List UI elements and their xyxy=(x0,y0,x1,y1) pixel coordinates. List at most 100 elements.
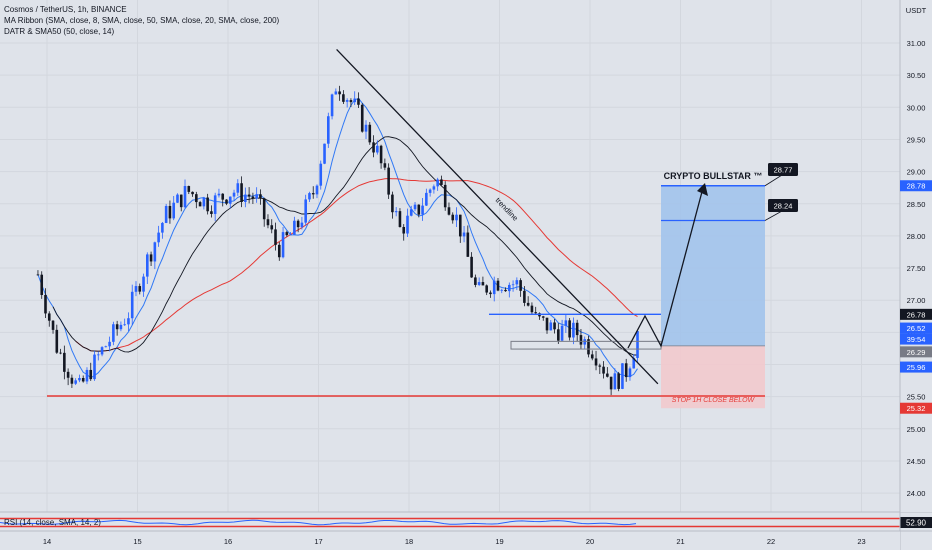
candle-down xyxy=(66,371,70,378)
candle-up xyxy=(172,202,175,219)
candle-down xyxy=(481,282,485,286)
candle-up xyxy=(127,318,130,325)
stop-label: STOP 1H CLOSE BELOW xyxy=(672,397,756,404)
candle-up xyxy=(281,232,285,258)
price-axis-bg xyxy=(900,0,932,512)
candle-up xyxy=(462,232,466,237)
candle-down xyxy=(417,204,421,215)
candle-down xyxy=(368,124,372,143)
candle-up xyxy=(394,211,398,213)
callout-connector xyxy=(764,210,783,221)
candle-down xyxy=(379,145,383,164)
candle-down xyxy=(191,191,194,195)
price-tick-label: 24.50 xyxy=(907,457,926,466)
candle-down xyxy=(458,214,462,237)
candle-up xyxy=(436,179,439,187)
candle-down xyxy=(530,305,534,313)
price-tick-label: 25.50 xyxy=(907,393,926,402)
candle-up xyxy=(564,320,568,326)
candle-down xyxy=(534,312,537,314)
candle-up xyxy=(477,282,481,285)
candle-up xyxy=(244,194,247,203)
candle-down xyxy=(240,183,243,203)
candle-down xyxy=(221,193,225,200)
candle-down xyxy=(504,289,507,292)
candle-up xyxy=(119,324,123,330)
candle-down xyxy=(590,354,594,359)
candle-up xyxy=(78,378,81,381)
candle-down xyxy=(51,320,55,330)
candle-down xyxy=(606,373,609,377)
price-tick-label: 24.00 xyxy=(907,489,926,498)
rsi-line xyxy=(0,519,637,526)
symbol-title[interactable]: Cosmos / TetherUS, 1h, BINANCE xyxy=(4,5,127,14)
time-tick-label: 19 xyxy=(495,537,503,546)
stop-zone xyxy=(661,345,765,409)
candle-up xyxy=(304,199,307,223)
candle-up xyxy=(632,357,636,369)
price-axis[interactable]: USDT 31.00 30.50 30.00 29.50 29.00 28.50 28.00… xyxy=(899,0,932,550)
candle-down xyxy=(541,316,545,318)
time-tick-label: 20 xyxy=(586,537,594,546)
rsi-label: RSI (14, close, SMA, 14, 2) xyxy=(4,518,101,527)
candle-up xyxy=(108,341,111,347)
trendline[interactable] xyxy=(336,48,659,385)
candle-down xyxy=(342,94,345,102)
price-tick-label: 27.50 xyxy=(907,264,926,273)
price-tick-label: 30.50 xyxy=(907,71,926,80)
price-tick-label: 28.00 xyxy=(907,232,926,241)
candle-up xyxy=(364,124,368,132)
badge-last-price-bg xyxy=(900,322,932,334)
candle-down xyxy=(247,194,251,197)
candle-down xyxy=(274,229,277,245)
candle-up xyxy=(425,192,428,206)
candle-up xyxy=(500,289,504,291)
candle-up xyxy=(93,354,96,380)
candle-up xyxy=(232,192,236,197)
candle-up xyxy=(308,193,311,200)
candle-up xyxy=(161,222,164,233)
candle-down xyxy=(609,376,613,390)
projection-path xyxy=(627,187,704,349)
badge-last-price: 26.52 xyxy=(907,324,926,333)
candle-down xyxy=(387,167,390,195)
badge-price-level: 26.78 xyxy=(907,310,926,319)
badge-target-high: 28.78 xyxy=(907,182,926,191)
ma-ribbon-legend[interactable]: MA Ribbon (SMA, close, 8, SMA, close, 50… xyxy=(4,16,280,25)
candle-down xyxy=(55,329,59,353)
price-tick-label: 29.00 xyxy=(907,168,926,177)
candle-up xyxy=(421,205,424,215)
badge-ma-value: 25.96 xyxy=(907,363,926,372)
candle-up xyxy=(327,116,330,144)
candle-up xyxy=(334,91,338,95)
candle-up xyxy=(376,145,379,153)
candle-down xyxy=(47,313,51,321)
candle-down xyxy=(523,290,526,303)
candle-up xyxy=(96,354,100,356)
candle-down xyxy=(349,100,353,103)
candle-down xyxy=(115,324,119,330)
candle-down xyxy=(206,197,209,212)
candle-down xyxy=(440,179,443,185)
candle-up xyxy=(217,193,221,196)
time-axis[interactable]: 14 15 16 17 18 19 20 21 22 23 xyxy=(0,530,932,550)
candle-down xyxy=(617,373,620,389)
candle-down xyxy=(149,254,153,262)
rsi-value: 52.90 xyxy=(906,519,927,528)
time-tick-label: 16 xyxy=(224,537,232,546)
candle-up xyxy=(353,98,356,103)
time-tick-label: 14 xyxy=(43,537,51,546)
candle-down xyxy=(372,142,375,153)
datr-legend[interactable]: DATR & SMA50 (50, close, 14) xyxy=(4,27,115,36)
candle-up xyxy=(130,291,134,319)
brand-label: CRYPTO BULLSTAR ™ xyxy=(664,171,763,181)
price-badges: 28.78 26.78 26.52 39:54 26.29 25.96 25.32 xyxy=(900,180,932,414)
callout-value: 28.77 xyxy=(774,166,793,175)
indicator-legend[interactable]: Cosmos / TetherUS, 1h, BINANCE MA Ribbon… xyxy=(4,4,279,37)
candle-down xyxy=(557,329,560,341)
candle-down xyxy=(451,214,455,221)
candle-down xyxy=(285,232,289,236)
candle-down xyxy=(602,366,605,374)
candle-up xyxy=(330,94,334,117)
